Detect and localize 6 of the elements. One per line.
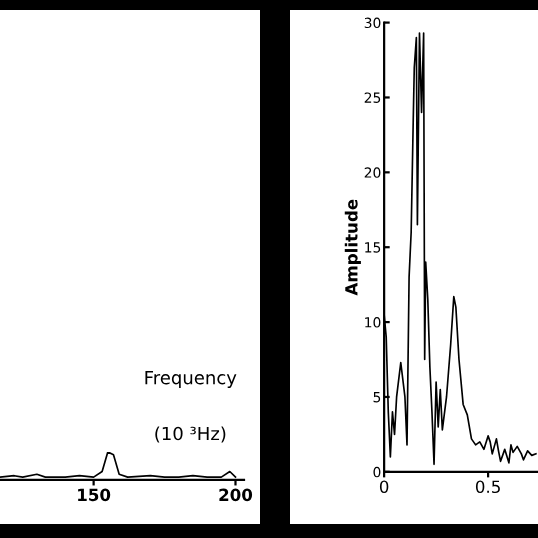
x-tick-label: 150 [78, 488, 111, 502]
text: (10 ³Hz) [155, 426, 226, 443]
y-axis-title: Amplitude [344, 199, 361, 296]
text: Frequency [145, 371, 237, 388]
x-tick-label: 0.5 [475, 480, 500, 494]
x-tick-label: 200 [219, 488, 253, 502]
